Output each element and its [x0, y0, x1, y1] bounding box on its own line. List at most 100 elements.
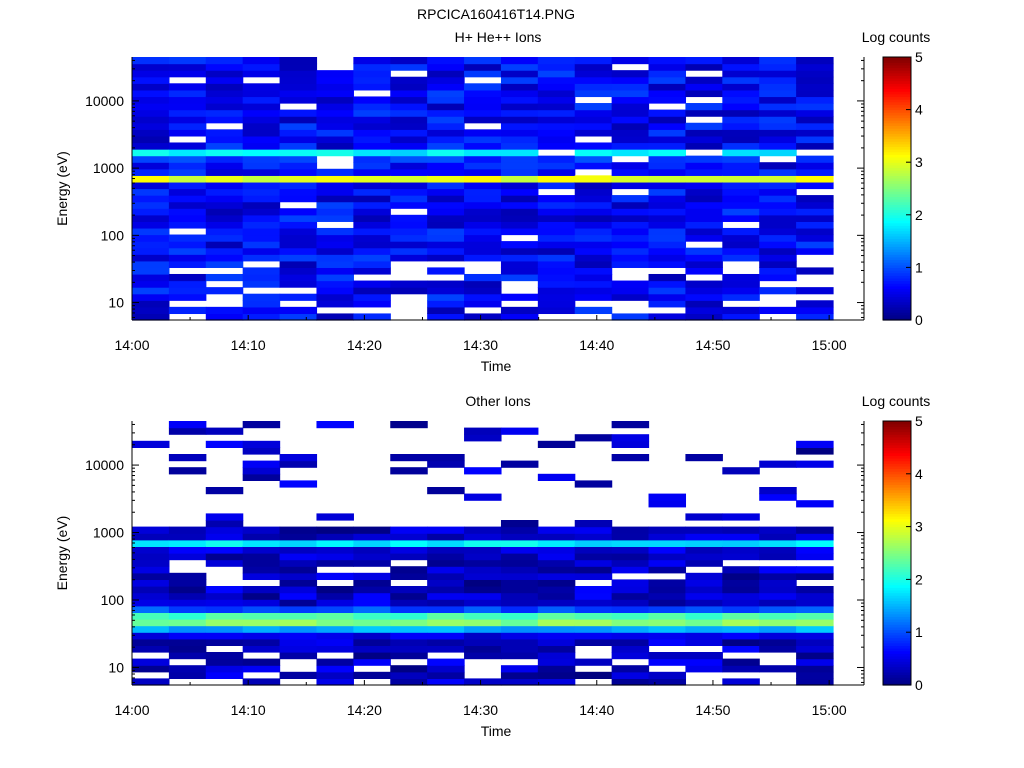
heatmap-cell: [611, 195, 650, 203]
heatmap-cell: [427, 103, 465, 111]
colorbar-segment: [883, 272, 911, 276]
heatmap-cell: [427, 572, 465, 580]
heatmap-cell: [537, 300, 576, 308]
heatmap-cell: [132, 96, 170, 104]
heatmap-cell: [279, 241, 318, 249]
heatmap-cell: [648, 116, 687, 124]
heatmap-cell: [648, 234, 687, 242]
heatmap-cell: [242, 254, 281, 262]
heatmap-cell: [759, 287, 797, 295]
heatmap-cell: [316, 234, 354, 242]
heatmap-cell: [390, 142, 428, 150]
heatmap-cell: [205, 254, 244, 262]
heatmap-cell: [132, 260, 170, 268]
heatmap-cell: [132, 195, 170, 203]
heatmap-cell: [279, 586, 318, 594]
heatmap-cell: [353, 227, 391, 236]
heatmap-cell: [205, 103, 244, 111]
heatmap-cell: [796, 162, 834, 170]
heatmap-cell: [205, 76, 244, 84]
heatmap-cell: [205, 57, 244, 65]
heatmap-cell: [168, 645, 207, 653]
heatmap-cell: [279, 293, 318, 301]
heatmap-cell: [353, 188, 391, 196]
heatmap-cell: [316, 175, 354, 183]
colorbar-segment: [883, 471, 911, 475]
heatmap-cell: [427, 553, 465, 561]
heatmap-cell: [759, 533, 797, 541]
colorbar-segment: [883, 677, 911, 681]
heatmap-cell: [500, 76, 539, 84]
heatmap-cell: [132, 63, 170, 71]
y-tick-label: 10: [108, 295, 124, 311]
heatmap-cell: [390, 586, 428, 594]
heatmap-cell: [722, 227, 760, 236]
heatmap-cell: [168, 592, 207, 600]
colorbar-segment: [883, 238, 911, 242]
heatmap-cell: [353, 572, 391, 580]
heatmap-cell: [759, 221, 797, 229]
heatmap-cell: [648, 612, 687, 620]
heatmap-cell: [353, 109, 391, 117]
heatmap-cell: [722, 533, 760, 541]
heatmap-cell: [132, 665, 170, 673]
colorbar-segment: [883, 497, 911, 501]
heatmap-cell: [611, 122, 650, 130]
heatmap-cell: [390, 162, 428, 170]
heatmap-cell: [685, 300, 723, 308]
heatmap-cell: [132, 122, 170, 130]
heatmap-cell: [390, 63, 428, 71]
heatmap-cell: [537, 572, 576, 580]
heatmap-cell: [722, 658, 760, 666]
heatmap-cell: [168, 638, 207, 646]
heatmap-cell: [464, 168, 502, 176]
heatmap-cell: [574, 592, 613, 600]
heatmap-cell: [132, 103, 170, 111]
y-tick-label: 1000: [93, 525, 124, 541]
colorbar-segment: [883, 545, 911, 549]
heatmap-cell: [242, 129, 281, 137]
heatmap-cell: [279, 619, 318, 627]
heatmap-cell: [427, 122, 465, 130]
heatmap-cell: [168, 287, 207, 295]
heatmap-cell: [316, 586, 354, 594]
heatmap-cell: [574, 109, 613, 117]
heatmap-cell: [722, 273, 760, 282]
heatmap-cell: [132, 221, 170, 229]
heatmap-cell: [316, 313, 354, 321]
colorbar-segment: [883, 225, 911, 229]
colorbar-segment: [883, 624, 911, 628]
heatmap-cell: [353, 605, 391, 613]
heatmap-cell: [537, 208, 576, 216]
heatmap-cell: [242, 135, 281, 144]
colorbar-segment: [883, 62, 911, 66]
colorbar-segment: [883, 283, 911, 287]
heatmap-cell: [574, 539, 613, 547]
heatmap-cell: [427, 592, 465, 600]
heatmap-cell: [427, 181, 465, 190]
heatmap-cell: [500, 586, 539, 594]
heatmap-cell: [316, 599, 354, 607]
heatmap-cell: [796, 572, 834, 580]
colorbar-segment: [883, 648, 911, 652]
heatmap-cell: [464, 83, 502, 91]
heatmap-cell: [537, 306, 576, 315]
heatmap-cell: [132, 678, 170, 686]
heatmap-cell: [168, 181, 207, 190]
heatmap-cell: [279, 221, 318, 229]
heatmap-cell: [390, 234, 428, 242]
heatmap-cell: [500, 572, 539, 580]
heatmap-cell: [168, 195, 207, 203]
heatmap-cell: [722, 306, 760, 315]
heatmap-cell: [132, 287, 170, 295]
colorbar-segment: [883, 439, 911, 443]
heatmap-cell: [796, 605, 834, 613]
heatmap-cell: [796, 460, 834, 468]
heatmap-cell: [722, 605, 760, 613]
heatmap-cell: [279, 553, 318, 561]
colorbar-segment: [883, 275, 911, 279]
heatmap-cell: [132, 109, 170, 117]
heatmap-cell: [132, 553, 170, 561]
heatmap-cell: [464, 135, 502, 144]
heatmap-cell: [500, 427, 539, 435]
